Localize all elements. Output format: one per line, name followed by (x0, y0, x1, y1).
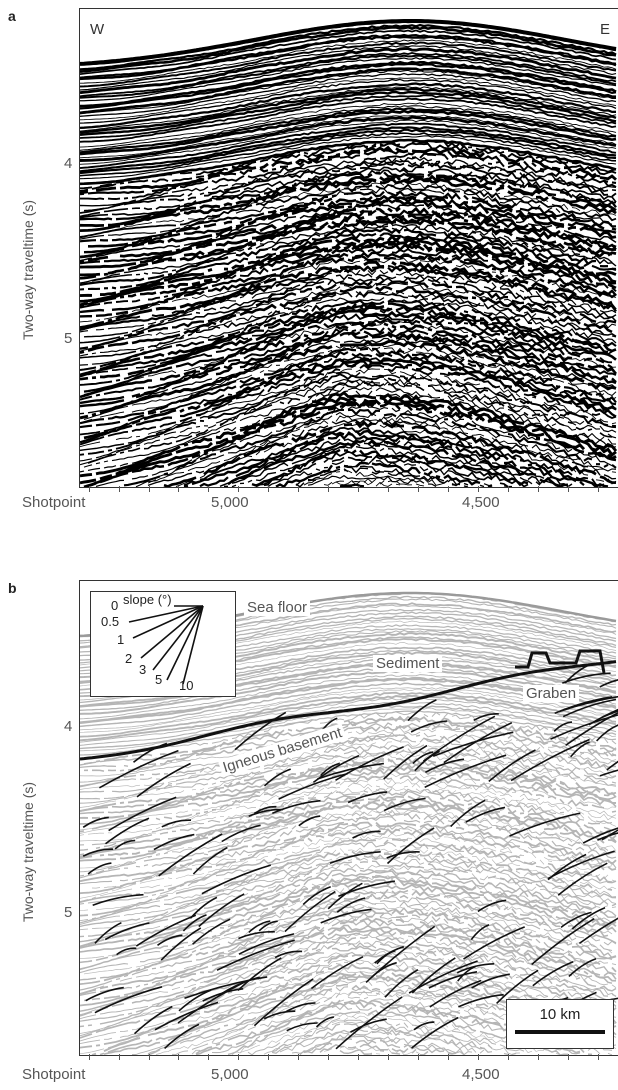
panel-b-ytick-4: 4 (64, 718, 73, 735)
slope-line-3 (152, 605, 204, 671)
slope-value-0.5: 0.5 (101, 614, 120, 629)
panel-a-xtick-5000: 5,000 (211, 494, 249, 511)
slope-value-2: 2 (125, 651, 133, 666)
x-tick-mark (388, 1054, 389, 1060)
scale-bar-line (515, 1030, 605, 1034)
x-tick-mark (478, 1054, 479, 1060)
x-tick-mark (508, 1054, 509, 1060)
x-tick-mark (358, 1054, 359, 1060)
slope-line-1 (132, 605, 204, 639)
x-tick-mark (328, 1054, 329, 1060)
scale-bar-label: 10 km (539, 1006, 581, 1023)
graben-outline (515, 649, 606, 674)
panel-b-xtick-5000: 5,000 (211, 1066, 249, 1083)
panel-b-xtick-4500: 4,500 (462, 1066, 500, 1083)
slope-value-1: 1 (117, 632, 125, 647)
seismic-profile-a: W E (79, 8, 618, 488)
x-tick-mark (388, 486, 389, 492)
panel-a-letter: a (8, 8, 16, 24)
x-tick-mark (89, 486, 90, 492)
x-tick-mark (119, 1054, 120, 1060)
scale-bar: 10 km (506, 999, 614, 1049)
x-tick-mark (298, 486, 299, 492)
panel-a-xaxis-name: Shotpoint (22, 494, 86, 511)
x-tick-mark (568, 486, 569, 492)
x-tick-mark (328, 486, 329, 492)
slope-legend: slope (°) 0 0.5 1 2 3 5 10 (90, 591, 236, 697)
x-tick-mark (598, 486, 599, 492)
x-tick-mark (418, 1054, 419, 1060)
slope-legend-title: slope (°) (121, 592, 174, 607)
graben-label: Graben (523, 685, 580, 702)
x-tick-mark (538, 1054, 539, 1060)
x-tick-mark (478, 486, 479, 492)
west-label: W (88, 21, 107, 38)
x-tick-mark (268, 1054, 269, 1060)
slope-value-10: 10 (179, 678, 194, 693)
slope-line-0.5 (128, 605, 204, 623)
panel-b-ytick-5: 5 (64, 904, 73, 921)
x-tick-mark (268, 486, 269, 492)
x-tick-mark (238, 486, 239, 492)
sediment-label: Sediment (373, 655, 443, 672)
x-tick-mark (208, 486, 209, 492)
panel-b-ylabel: Two-way traveltime (s) (20, 781, 36, 922)
slope-value-5: 5 (155, 672, 163, 687)
x-tick-mark (418, 486, 419, 492)
slope-line-10 (182, 605, 204, 685)
x-tick-mark (238, 1054, 239, 1060)
east-label: E (597, 21, 612, 38)
slope-value-3: 3 (139, 662, 147, 677)
panel-a-xtick-4500: 4,500 (462, 494, 500, 511)
interpreted-reflectors (82, 663, 618, 1050)
slope-value-0: 0 (111, 598, 119, 613)
x-tick-mark (568, 1054, 569, 1060)
x-tick-mark (178, 486, 179, 492)
x-tick-mark (119, 486, 120, 492)
x-tick-mark (89, 1054, 90, 1060)
slope-line-5 (166, 605, 204, 681)
panel-a-ytick-5: 5 (64, 330, 73, 347)
x-tick-mark (538, 486, 539, 492)
panel-a-ylabel: Two-way traveltime (s) (20, 199, 36, 340)
interpreted-profile-b: slope (°) 0 0.5 1 2 3 5 10 Sea floor Sed… (79, 580, 618, 1056)
x-tick-mark (178, 1054, 179, 1060)
panel-b-xaxis-name: Shotpoint (22, 1066, 86, 1083)
x-tick-mark (298, 1054, 299, 1060)
x-tick-mark (358, 486, 359, 492)
x-tick-mark (598, 1054, 599, 1060)
x-tick-mark (448, 1054, 449, 1060)
x-tick-mark (508, 486, 509, 492)
slope-line-2 (140, 605, 204, 659)
x-tick-mark (149, 486, 150, 492)
x-tick-mark (208, 1054, 209, 1060)
sea-floor-label: Sea floor (244, 599, 311, 616)
panel-a-ytick-4: 4 (64, 155, 73, 172)
panel-b-letter: b (8, 580, 17, 596)
x-tick-mark (149, 1054, 150, 1060)
igneous-basement-horizon (80, 660, 617, 761)
x-tick-mark (448, 486, 449, 492)
